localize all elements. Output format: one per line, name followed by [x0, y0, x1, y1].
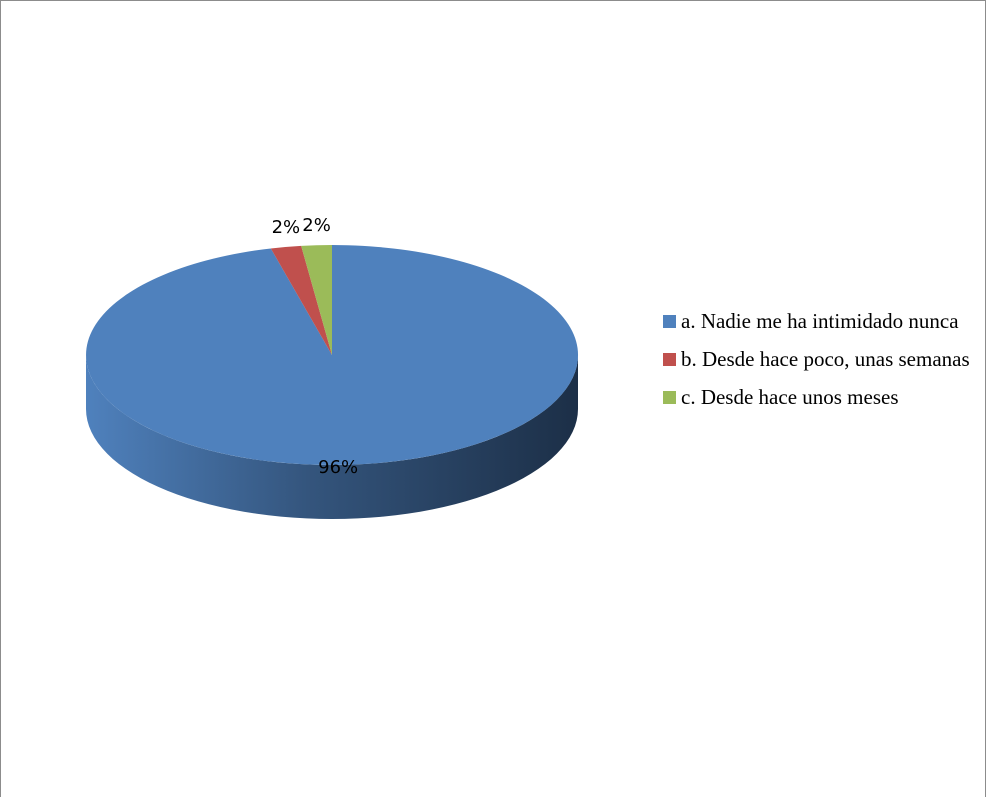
- data-label-a: 96%: [318, 457, 358, 478]
- pie-tops: [86, 245, 579, 466]
- legend-swatch-b: [663, 353, 676, 366]
- slice-side-a: [86, 355, 578, 519]
- pie-sides: [86, 355, 578, 519]
- data-label-c: 2%: [302, 215, 331, 236]
- legend-label-a: a. Nadie me ha intimidado nunca: [681, 309, 959, 333]
- legend-item-c: c. Desde hace unos meses: [663, 383, 983, 411]
- slice-top-a: [86, 245, 579, 466]
- legend-swatch-c: [663, 391, 676, 404]
- legend-item-a: a. Nadie me ha intimidado nunca: [663, 307, 983, 335]
- slice-top-c: [301, 245, 332, 355]
- legend-label-b: b. Desde hace poco, unas semanas: [681, 347, 970, 371]
- legend-swatch-a: [663, 315, 676, 328]
- legend-label-c: c. Desde hace unos meses: [681, 385, 899, 409]
- data-label-b: 2%: [272, 217, 301, 238]
- legend: a. Nadie me ha intimidado nunca b. Desde…: [663, 307, 983, 421]
- pie-labels: 96% 2% 2%: [272, 215, 359, 478]
- slice-top-b: [270, 245, 332, 355]
- legend-item-b: b. Desde hace poco, unas semanas: [663, 345, 983, 373]
